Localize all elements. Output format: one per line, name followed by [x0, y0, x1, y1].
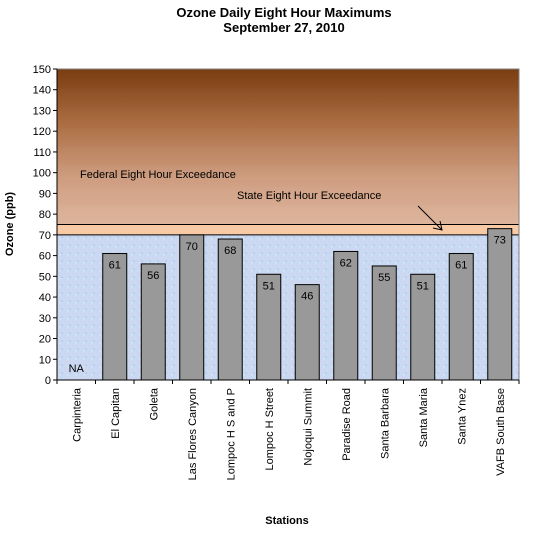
- x-tick-label: Paradise Road: [341, 388, 353, 461]
- x-tick-label: El Capitan: [110, 388, 122, 439]
- x-tick-label: Lompoc H S and P: [225, 388, 237, 480]
- bar-9: [410, 273, 436, 381]
- plot-background: [56, 68, 520, 381]
- bar-1: [102, 253, 128, 381]
- bars-group: NA 61 56 70 68 51 46 62 55 51 61 73: [69, 228, 513, 381]
- x-tick-label: VAFB South Base: [495, 388, 507, 476]
- exceedance-band: [57, 69, 519, 225]
- y-tick-label: 90: [39, 188, 51, 200]
- x-tick-label: Lompoc H Street: [264, 388, 276, 471]
- bar-value-label: 70: [186, 241, 198, 253]
- x-tick-label: Santa Barbara: [379, 387, 391, 459]
- bar-value-label-na: NA: [69, 363, 85, 375]
- bar-4: [217, 238, 243, 381]
- x-tick-label: Santa Ynez: [456, 388, 468, 445]
- bar-10: [448, 253, 474, 381]
- y-tick-label: 110: [33, 147, 51, 159]
- y-tick-label: 60: [39, 251, 51, 263]
- x-tick-label: Goleta: [148, 387, 160, 420]
- y-tick-label: 10: [39, 354, 51, 366]
- bar-value-label: 56: [147, 270, 159, 282]
- x-axis-label: Stations: [265, 515, 308, 527]
- bar-value-label: 62: [340, 257, 352, 269]
- y-tick-label: 130: [33, 105, 51, 117]
- exceedance-band-stripe: [57, 107, 519, 128]
- federal-exceedance-label: Federal Eight Hour Exceedance: [80, 169, 236, 181]
- chart-subtitle: September 27, 2010: [223, 20, 344, 35]
- exceedance-band-stripe: [57, 205, 519, 225]
- x-axis: Carpinteria El Capitan Goleta Las Flores Ca…: [56, 379, 520, 480]
- threshold-annotations: Federal Eight Hour Exceedance State Eigh…: [80, 169, 443, 231]
- bar-11: [487, 228, 513, 381]
- x-tick-label: Carpinteria: [71, 387, 83, 442]
- bar-6: [294, 284, 320, 381]
- bar-value-label: 61: [109, 260, 121, 272]
- exceedance-band-stripe: [57, 146, 519, 167]
- state-annotation-arrow: [417, 205, 443, 231]
- y-axis-label: Ozone (ppb): [4, 192, 16, 256]
- x-tick-label: Las Flores Canyon: [187, 388, 199, 480]
- y-axis: 0 10 20 30 40 50 60 70 80 90 100 110 120 130 140 150: [33, 64, 58, 387]
- bar-value-label: 73: [494, 235, 506, 247]
- bar-5: [256, 273, 282, 381]
- y-tick-label: 20: [39, 334, 51, 346]
- bar-value-label: 51: [417, 280, 429, 292]
- bar-8: [371, 265, 397, 381]
- y-tick-label: 40: [39, 292, 51, 304]
- y-tick-label: 50: [39, 271, 51, 283]
- exceedance-band-stripe: [57, 127, 519, 147]
- y-tick-label: 140: [33, 85, 51, 97]
- y-tick-label: 80: [39, 209, 51, 221]
- exceedance-band-stripe: [57, 166, 519, 186]
- bar-value-label: 61: [455, 260, 467, 272]
- x-tick-label: Nojoqui Summit: [302, 388, 314, 466]
- y-tick-label: 70: [39, 230, 51, 242]
- bar-7: [333, 250, 359, 381]
- bar-value-label: 51: [263, 280, 275, 292]
- y-tick-label: 150: [33, 64, 51, 76]
- x-tick-label: Santa Maria: [418, 387, 430, 447]
- exceedance-band-stripe: [57, 185, 519, 206]
- bar-value-label: 46: [301, 291, 313, 303]
- state-exceedance-band: [57, 224, 519, 235]
- state-annotation-arrowhead: [432, 220, 443, 231]
- bar-value-label: 68: [224, 245, 236, 257]
- chart-title: Ozone Daily Eight Hour Maximums: [176, 5, 391, 20]
- bar-3: [179, 234, 205, 381]
- exceedance-band-stripe: [57, 88, 519, 107]
- y-tick-label: 100: [33, 168, 51, 180]
- below-standard-zone: [57, 234, 519, 380]
- state-exceedance-label: State Eight Hour Exceedance: [237, 190, 381, 202]
- bar-2: [140, 263, 166, 381]
- exceedance-band-stripe: [57, 69, 519, 88]
- y-tick-label: 120: [33, 126, 51, 138]
- bar-value-label: 55: [378, 272, 390, 284]
- y-tick-label: 30: [39, 313, 51, 325]
- y-tick-label: 0: [45, 375, 51, 387]
